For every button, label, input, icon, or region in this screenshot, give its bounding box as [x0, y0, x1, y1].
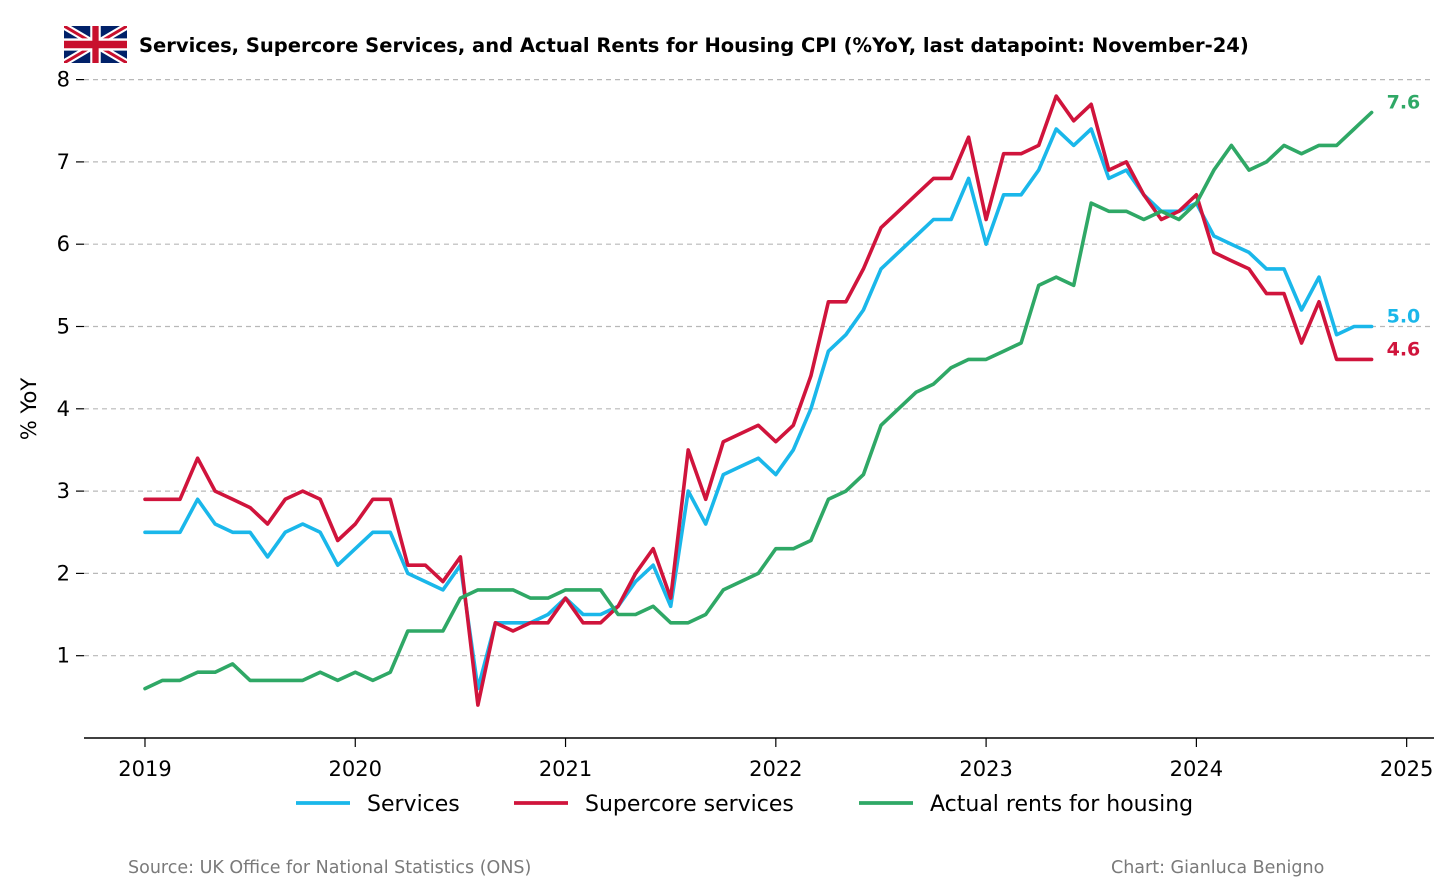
y-axis-label: % YoY [17, 378, 41, 441]
y-tick-label: 7 [57, 150, 70, 174]
uk-flag-icon [64, 26, 127, 63]
series-line-2 [143, 110, 1374, 691]
series-line-1 [143, 94, 1374, 707]
y-axis-ticks: 1 2 3 4 5 6 7 8 [57, 68, 84, 668]
x-tick-label: 2023 [959, 757, 1012, 781]
y-tick-label: 3 [57, 479, 70, 503]
legend-label-0: Services [367, 792, 460, 817]
y-tick-label: 1 [57, 644, 70, 668]
end-label-1: 4.6 [1387, 338, 1421, 360]
x-tick-label: 2021 [539, 757, 592, 781]
legend: Services Supercore services Actual rents f… [296, 792, 1193, 817]
legend-label-1: Supercore services [585, 792, 794, 817]
x-tick-label: 2019 [118, 757, 171, 781]
end-labels: 5.0 4.6 7.6 [1387, 92, 1421, 361]
legend-label-2: Actual rents for housing [930, 792, 1193, 817]
series-lines [143, 94, 1374, 707]
end-label-2: 7.6 [1387, 92, 1421, 114]
x-tick-label: 2024 [1170, 757, 1223, 781]
end-label-0: 5.0 [1387, 306, 1421, 328]
x-axis: 2019 2020 2021 2022 2023 2024 2025 [84, 737, 1434, 781]
chart-credit: Chart: Gianluca Benigno [1111, 858, 1324, 878]
y-tick-label: 2 [57, 561, 70, 585]
chart-title: Services, Supercore Services, and Actual… [139, 34, 1249, 57]
x-tick-label: 2022 [749, 757, 802, 781]
series-line-0 [143, 127, 1374, 691]
source-note: Source: UK Office for National Statistic… [128, 858, 531, 878]
y-tick-label: 5 [57, 315, 70, 339]
grid [84, 78, 1434, 657]
y-tick-label: 6 [57, 232, 70, 256]
x-tick-label: 2020 [329, 757, 382, 781]
y-tick-label: 8 [57, 68, 70, 92]
x-tick-label: 2025 [1380, 757, 1433, 781]
y-tick-label: 4 [57, 397, 70, 421]
